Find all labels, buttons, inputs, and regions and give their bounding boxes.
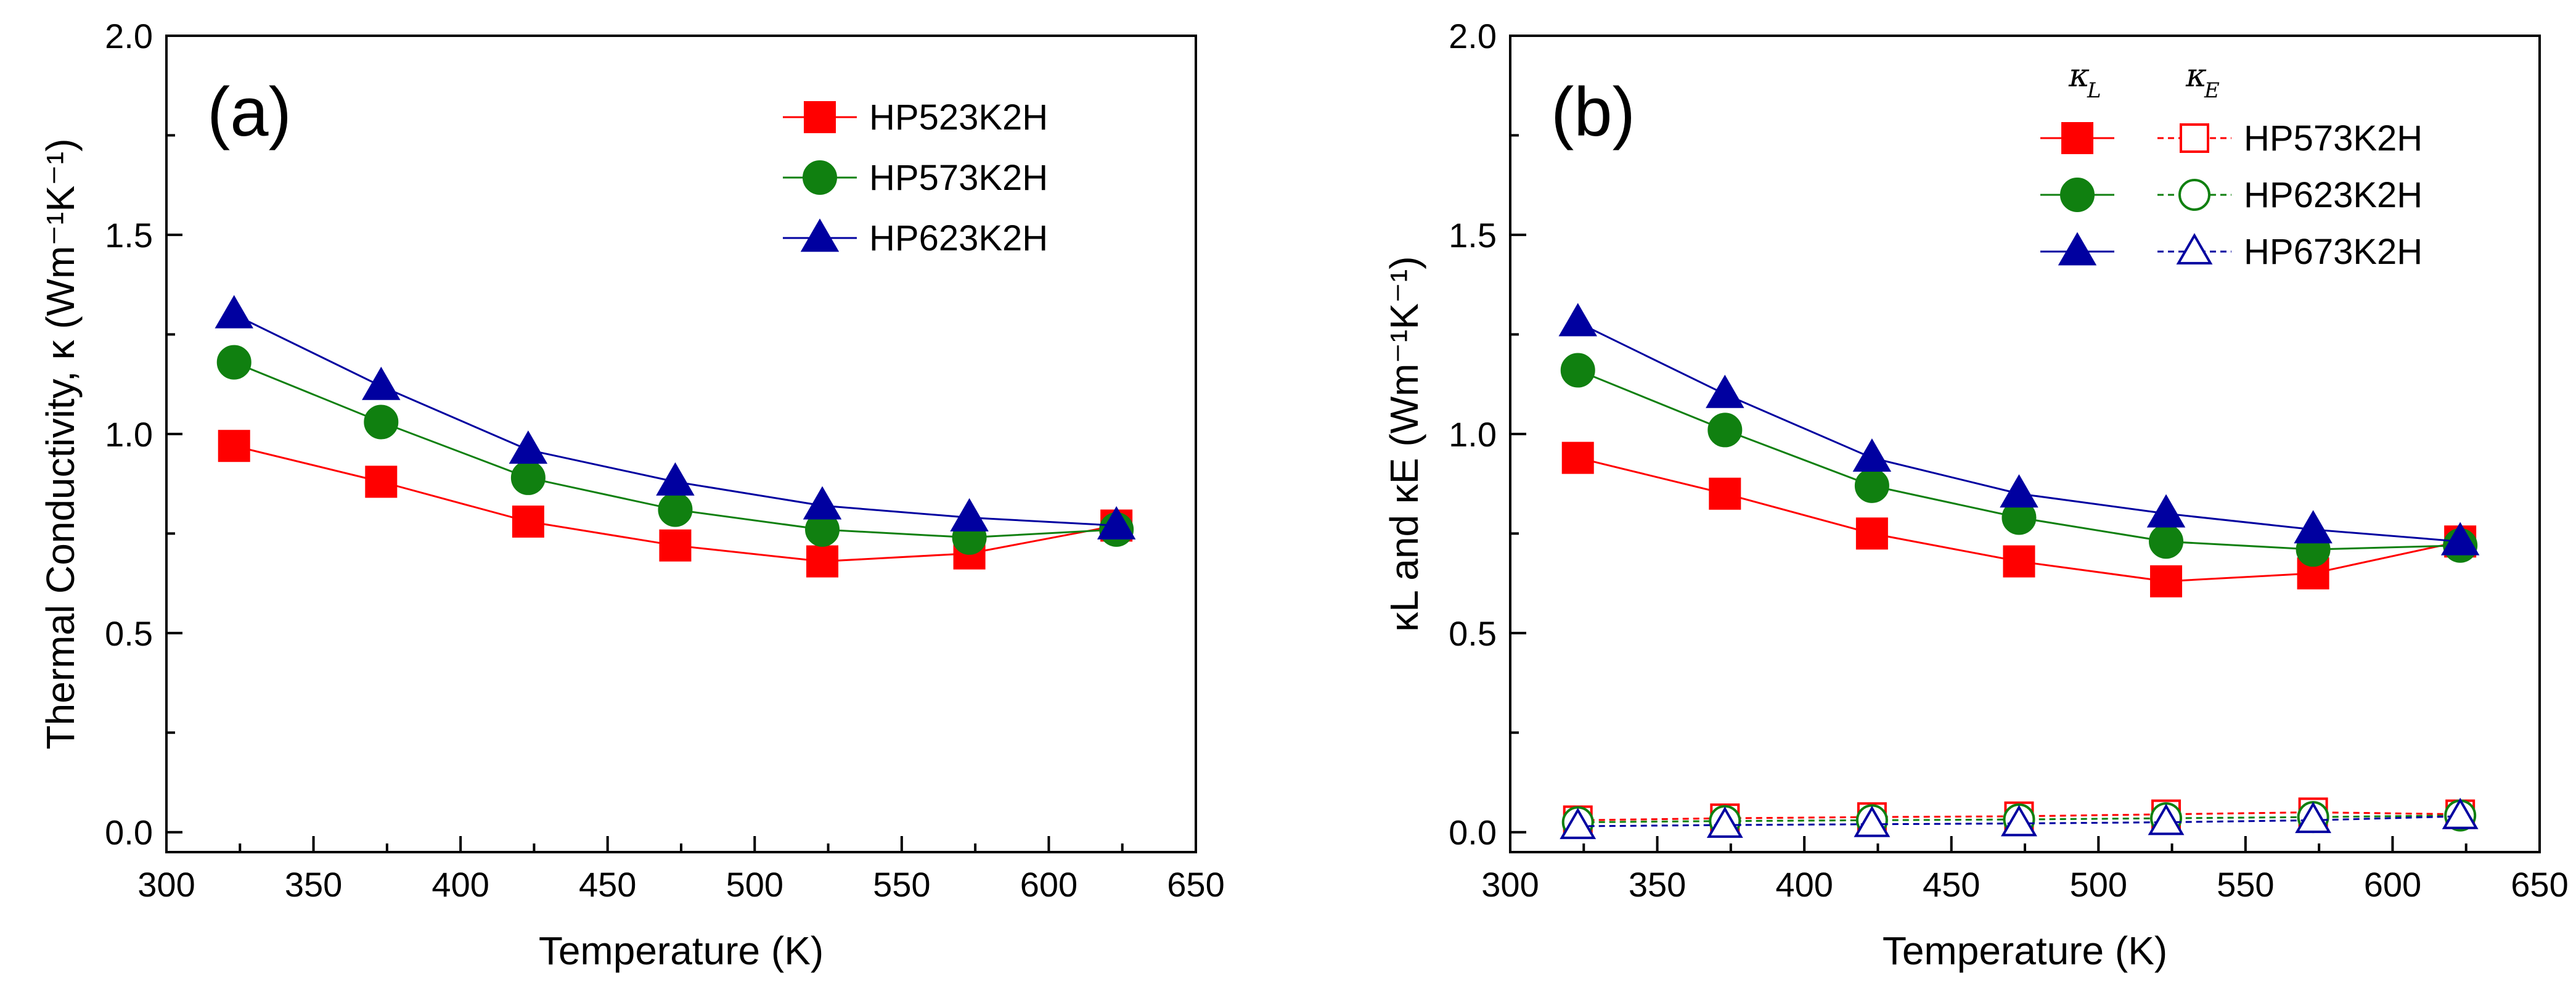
- legend-marker-kl-hp673k2h: [2058, 232, 2097, 266]
- legend-label: HP573K2H: [2244, 118, 2423, 158]
- data-point-kl-hp573k2h: [1561, 441, 1594, 474]
- y-tick-label: 2.0: [105, 17, 153, 55]
- data-point-kl-hp623k2h: [1707, 412, 1743, 448]
- data-point-kl-hp673k2h: [2294, 510, 2333, 544]
- legend-header-ke: κ: [2185, 57, 2207, 94]
- legend-label: HP523K2H: [869, 97, 1048, 137]
- legend-marker-ke-hp623k2h: [2178, 179, 2210, 211]
- data-point-hp523k2h: [218, 430, 250, 462]
- legend-header-kl: κ: [2068, 57, 2090, 94]
- x-tick-label: 350: [1629, 865, 1686, 904]
- legend-marker-hp523k2h: [804, 101, 836, 133]
- panel-b: 300 350 400 450 500 550 600 650 0.0 0.5 1.0 1.5 2.0 T…: [1382, 17, 2569, 973]
- x-axis-title: Temperature (K): [539, 929, 824, 973]
- x-tick-label: 500: [726, 865, 783, 904]
- data-point-kl-hp673k2h: [2000, 474, 2038, 508]
- data-point-kl-hp573k2h: [2150, 565, 2183, 597]
- y-axis-title: Thermal Conductivity, κ (Wm⁻¹K⁻¹): [38, 139, 83, 750]
- legend-marker-kl-hp623k2h: [2060, 178, 2095, 212]
- x-tick-label: 400: [1775, 865, 1833, 904]
- x-tick-label: 600: [2364, 865, 2421, 904]
- legend-marker-kl-hp573k2h: [2061, 122, 2093, 154]
- data-point-hp523k2h: [806, 545, 839, 578]
- data-point-ke-hp673k2h: [1560, 807, 1597, 839]
- data-point-hp623k2h: [950, 498, 989, 531]
- x-tick-label: 550: [873, 865, 930, 904]
- legend-label: HP573K2H: [869, 158, 1048, 198]
- legend-marker-hp623k2h: [800, 218, 840, 252]
- y-tick-label: 0.0: [105, 813, 153, 852]
- data-point-ke-hp673k2h: [1706, 806, 1743, 838]
- data-point-hp623k2h: [803, 486, 842, 520]
- legend-header-ke-subscript: E: [2204, 78, 2220, 103]
- legend-marker-ke-hp673k2h: [2176, 232, 2213, 265]
- data-point-kl-hp673k2h: [1558, 303, 1597, 337]
- data-point-hp573k2h: [510, 460, 546, 495]
- data-point-hp623k2h: [362, 366, 401, 400]
- panel-label: (b): [1551, 73, 1635, 150]
- y-axis-title: κL and κE (Wm⁻¹K⁻¹): [1382, 256, 1426, 631]
- data-point-ke-hp673k2h: [2148, 803, 2185, 835]
- data-point-kl-hp623k2h: [1560, 353, 1595, 388]
- data-point-kl-hp673k2h: [2146, 494, 2186, 528]
- panel-a: 300 350 400 450 500 550 600 650 0.0 0.5 1.0 1.5 2.0 T…: [38, 17, 1225, 973]
- x-tick-label: 300: [137, 865, 195, 904]
- x-tick-label: 550: [2217, 865, 2274, 904]
- x-tick-label: 350: [285, 865, 342, 904]
- x-tick-label: 450: [1923, 865, 1980, 904]
- data-point-hp623k2h: [509, 430, 548, 464]
- data-point-kl-hp573k2h: [1709, 477, 1741, 510]
- legend-label: HP673K2H: [2244, 232, 2423, 272]
- data-point-ke-hp673k2h: [2295, 802, 2332, 834]
- data-point-ke-hp673k2h: [2001, 805, 2037, 837]
- y-tick-label: 0.5: [105, 614, 153, 653]
- data-point-hp623k2h: [215, 295, 253, 329]
- legend-marker-ke-hp573k2h: [2180, 123, 2209, 153]
- x-tick-label: 650: [1167, 865, 1224, 904]
- y-tick-label: 2.0: [1449, 17, 1497, 55]
- panel-label: (a): [207, 73, 292, 150]
- data-point-ke-hp673k2h: [2442, 797, 2479, 829]
- data-point-ke-hp673k2h: [1854, 805, 1891, 837]
- x-tick-label: 400: [431, 865, 489, 904]
- x-tick-label: 450: [579, 865, 636, 904]
- x-tick-label: 300: [1481, 865, 1539, 904]
- data-point-kl-hp573k2h: [2003, 545, 2035, 578]
- data-point-kl-hp673k2h: [2440, 522, 2480, 556]
- data-point-hp523k2h: [365, 466, 398, 498]
- y-tick-label: 1.5: [105, 216, 153, 255]
- data-point-hp623k2h: [656, 462, 695, 496]
- data-point-hp623k2h: [1097, 506, 1136, 540]
- legend-header-kl-subscript: L: [2087, 78, 2101, 103]
- legend-label: HP623K2H: [2244, 175, 2423, 215]
- data-point-hp573k2h: [658, 492, 693, 527]
- legend-label: HP623K2H: [869, 218, 1048, 258]
- data-point-kl-hp623k2h: [2149, 524, 2184, 559]
- data-point-hp573k2h: [216, 345, 251, 380]
- data-point-kl-hp673k2h: [1852, 438, 1892, 472]
- y-tick-label: 1.0: [1449, 415, 1497, 454]
- data-point-kl-hp623k2h: [1854, 468, 1889, 503]
- y-tick-label: 0.0: [1449, 813, 1497, 852]
- data-point-hp573k2h: [364, 404, 399, 440]
- data-point-hp523k2h: [659, 529, 692, 562]
- x-tick-label: 500: [2070, 865, 2127, 904]
- x-tick-label: 650: [2511, 865, 2568, 904]
- y-tick-label: 1.5: [1449, 216, 1497, 255]
- y-tick-label: 0.5: [1449, 614, 1497, 653]
- data-point-kl-hp673k2h: [1706, 374, 1744, 408]
- data-point-hp523k2h: [512, 505, 544, 538]
- y-tick-label: 1.0: [105, 415, 153, 454]
- legend-marker-hp573k2h: [803, 160, 837, 195]
- x-tick-label: 600: [1020, 865, 1077, 904]
- data-point-kl-hp573k2h: [1855, 517, 1888, 550]
- x-axis-title: Temperature (K): [1883, 929, 2167, 973]
